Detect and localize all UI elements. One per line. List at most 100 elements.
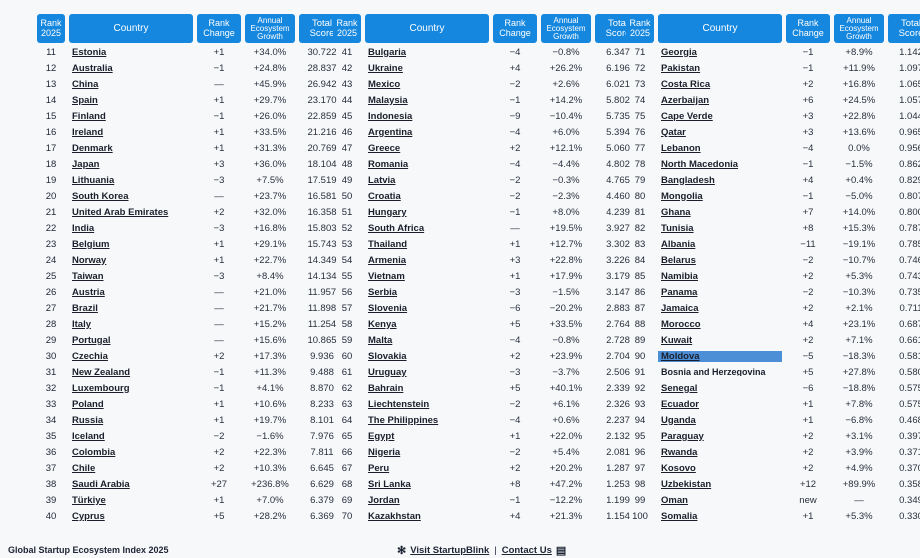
country-link[interactable]: Paraguay [661, 430, 704, 442]
country-link[interactable]: India [72, 222, 95, 234]
contact-us-link[interactable]: Contact Us [501, 545, 552, 556]
country-link[interactable]: Uzbekistan [661, 478, 712, 490]
country-link[interactable]: Lebanon [661, 142, 701, 154]
country-link[interactable]: Peru [368, 462, 390, 474]
country-link[interactable]: Denmark [72, 142, 113, 154]
country-link[interactable]: China [72, 78, 99, 90]
country-link[interactable]: Latvia [368, 174, 396, 186]
country-link[interactable]: Cyprus [72, 510, 105, 522]
country-link[interactable]: Hungary [368, 206, 407, 218]
score-cell: 0.965 [899, 126, 920, 138]
country-link[interactable]: Croatia [368, 190, 401, 202]
country-link[interactable]: Thailand [368, 238, 408, 250]
table-row: 96 Rwanda +2 +3.9% 0.371 [626, 444, 920, 460]
country-link[interactable]: Lithuania [72, 174, 115, 186]
country-link[interactable]: Ghana [661, 206, 691, 218]
country-link[interactable]: Azerbaijan [661, 94, 710, 106]
country-link[interactable]: Bulgaria [368, 46, 407, 58]
rank-cell: 27 [45, 302, 57, 314]
country-link[interactable]: New Zealand [72, 366, 131, 378]
country-link[interactable]: Sri Lanka [368, 478, 411, 490]
country-link[interactable]: Australia [72, 62, 113, 74]
country-link[interactable]: Japan [72, 158, 100, 170]
country-link[interactable]: Estonia [72, 46, 107, 58]
rank-change-cell: −4 [509, 46, 521, 58]
country-link[interactable]: Iceland [72, 430, 105, 442]
rank-change-cell: — [214, 286, 224, 298]
country-link[interactable]: Namibia [661, 270, 698, 282]
country-link[interactable]: South Africa [368, 222, 425, 234]
country-link[interactable]: Malta [368, 334, 393, 346]
country-link[interactable]: Jamaica [661, 302, 699, 314]
country-link[interactable]: Georgia [661, 46, 697, 58]
country-link[interactable]: Egypt [368, 430, 395, 442]
country-link[interactable]: Czechia [72, 350, 108, 362]
country-link[interactable]: Austria [72, 286, 105, 298]
country-link[interactable]: Rwanda [661, 446, 698, 458]
country-link[interactable]: Somalia [661, 510, 698, 522]
country-link[interactable]: Greece [368, 142, 401, 154]
country-link[interactable]: Kosovo [661, 462, 696, 474]
country-link[interactable]: Qatar [661, 126, 686, 138]
country-link[interactable]: Russia [72, 414, 104, 426]
country-link[interactable]: Saudi Arabia [72, 478, 130, 490]
country-link[interactable]: Brazil [72, 302, 98, 314]
country-link[interactable]: Spain [72, 94, 98, 106]
country-link[interactable]: Uruguay [368, 366, 407, 378]
country-link[interactable]: Kazakhstan [368, 510, 421, 522]
country-link[interactable]: Ecuador [661, 398, 700, 410]
country-link[interactable]: Kuwait [661, 334, 693, 346]
country-link[interactable]: Chile [72, 462, 96, 474]
country-link[interactable]: South Korea [72, 190, 129, 202]
country-link[interactable]: Portugal [72, 334, 111, 346]
country-link[interactable]: Ireland [72, 126, 104, 138]
country-link[interactable]: Italy [72, 318, 92, 330]
country-link[interactable]: United Arab Emirates [72, 206, 169, 218]
country-link[interactable]: Albania [661, 238, 696, 250]
country-link[interactable]: Jordan [368, 494, 400, 506]
country-link[interactable]: Armenia [368, 254, 407, 266]
country-link[interactable]: Liechtenstein [368, 398, 430, 410]
country-link[interactable]: Nigeria [368, 446, 401, 458]
country-link[interactable]: Kenya [368, 318, 397, 330]
country-link[interactable]: Mongolia [661, 190, 703, 202]
country-link[interactable]: Costa Rica [661, 78, 711, 90]
country-link[interactable]: Bosnia and Herzegovina [661, 367, 766, 377]
country-link[interactable]: Belgium [72, 238, 110, 250]
country-link[interactable]: Belarus [661, 254, 696, 266]
country-link[interactable]: Türkiye [72, 494, 106, 506]
country-link[interactable]: Indonesia [368, 110, 413, 122]
country-link[interactable]: Colombia [72, 446, 116, 458]
country-link[interactable]: Panama [661, 286, 698, 298]
country-link[interactable]: Pakistan [661, 62, 701, 74]
country-link[interactable]: Taiwan [72, 270, 104, 282]
country-link[interactable]: Malaysia [368, 94, 408, 106]
country-link[interactable]: Tunisia [661, 222, 694, 234]
country-link[interactable]: Serbia [368, 286, 398, 298]
country-link[interactable]: Cape Verde [661, 110, 713, 122]
country-link[interactable]: Morocco [661, 318, 701, 330]
country-link[interactable]: Romania [368, 158, 409, 170]
country-link[interactable]: Bahrain [368, 382, 404, 394]
country-link[interactable]: Ukraine [368, 62, 403, 74]
country-link[interactable]: Uganda [661, 414, 696, 426]
country-link[interactable]: Oman [661, 494, 688, 506]
country-link[interactable]: Vietnam [368, 270, 405, 282]
country-link[interactable]: North Macedonia [661, 158, 739, 170]
rank-cell: 70 [341, 510, 353, 522]
country-link[interactable]: Norway [72, 254, 107, 266]
country-link[interactable]: Senegal [661, 382, 698, 394]
country-link[interactable]: Slovenia [368, 302, 408, 314]
table-row: 55 Vietnam +1 +17.9% 3.179 [333, 268, 641, 284]
country-link[interactable]: Mexico [368, 78, 401, 90]
country-link[interactable]: Poland [72, 398, 104, 410]
country-link[interactable]: Moldova [658, 350, 782, 362]
table-row: 68 Sri Lanka +8 +47.2% 1.253 [333, 476, 641, 492]
visit-startupblink-link[interactable]: Visit StartupBlink [410, 545, 490, 556]
country-link[interactable]: Argentina [368, 126, 413, 138]
country-link[interactable]: Finland [72, 110, 106, 122]
country-link[interactable]: Slovakia [368, 350, 407, 362]
country-link[interactable]: Luxembourg [72, 382, 130, 394]
country-link[interactable]: The Philippines [368, 414, 439, 426]
country-link[interactable]: Bangladesh [661, 174, 715, 186]
